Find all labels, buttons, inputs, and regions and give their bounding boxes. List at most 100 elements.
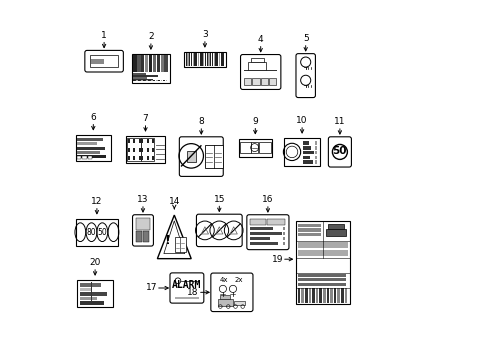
Bar [302,156,309,159]
Bar [141,148,143,152]
FancyBboxPatch shape [132,215,153,246]
Bar [77,155,106,158]
Bar [137,55,140,72]
Bar [201,53,202,66]
Text: 6: 6 [90,113,96,122]
Bar [260,78,267,85]
Bar [184,52,225,67]
Bar [133,148,135,152]
Bar [329,288,332,303]
Bar [80,283,101,287]
Text: 17: 17 [145,284,157,292]
Bar [153,55,156,72]
Bar [133,75,158,77]
Text: 2x: 2x [234,276,242,283]
Bar [250,228,273,230]
Bar [297,224,321,227]
Text: 3: 3 [202,30,207,39]
Bar [198,53,199,66]
Bar [185,53,186,66]
Bar [190,53,192,66]
Bar [204,145,223,168]
Bar [175,297,199,299]
Bar [297,278,345,282]
Bar [132,54,169,83]
Bar [206,53,207,66]
Bar [91,282,92,305]
Bar [156,80,157,81]
Bar [266,219,284,225]
Bar [127,138,141,161]
Bar [141,157,143,160]
Bar [340,288,343,303]
Bar [148,80,150,81]
Bar [77,151,100,154]
Bar [133,80,135,81]
FancyBboxPatch shape [210,273,252,311]
Text: 12: 12 [91,197,102,206]
Bar [127,148,130,152]
Bar [302,151,314,154]
Bar [151,80,152,81]
Bar [127,139,130,143]
Bar [203,53,204,66]
Bar [238,139,271,157]
Bar [234,301,244,305]
Bar [77,147,104,150]
Bar [138,148,141,152]
Bar [125,136,165,163]
Bar [80,301,104,305]
Bar [152,139,154,143]
Bar [143,80,145,81]
Bar [133,157,135,160]
Bar [136,231,142,242]
Bar [77,138,103,141]
Text: 8: 8 [198,117,204,126]
Text: 50: 50 [332,146,346,156]
Bar [244,78,251,85]
Bar [152,148,154,152]
Text: 4x: 4x [219,276,228,283]
Bar [146,139,148,143]
Bar [88,156,92,159]
Text: 4: 4 [257,35,263,44]
Bar [297,283,345,286]
Bar [302,161,312,164]
Bar [337,288,339,303]
Bar [322,288,325,303]
Text: 13: 13 [137,195,148,204]
Bar [222,53,223,66]
Bar [156,55,160,72]
Bar [136,218,149,230]
Bar [250,219,265,225]
Bar [283,242,285,246]
Bar [187,53,188,66]
Bar [296,221,349,304]
Text: 11: 11 [333,117,345,126]
Bar [314,156,316,159]
Bar [204,53,205,66]
Bar [220,53,222,66]
Bar [259,142,270,153]
Bar [133,139,135,143]
Bar [250,242,278,246]
Bar [220,295,229,300]
Bar [158,80,160,81]
Bar [344,288,346,303]
Bar [328,224,343,229]
Bar [133,55,136,72]
Bar [247,62,265,69]
Bar [208,53,209,66]
Bar [80,292,107,296]
Bar [141,139,143,143]
Text: 5: 5 [302,34,308,43]
Bar [91,59,104,64]
Text: 18: 18 [187,288,199,297]
Bar [251,142,258,153]
Bar [76,135,111,161]
Bar [283,228,285,230]
Text: 2: 2 [148,32,153,41]
Bar [314,146,316,149]
Bar [90,55,118,67]
Bar [153,80,155,81]
